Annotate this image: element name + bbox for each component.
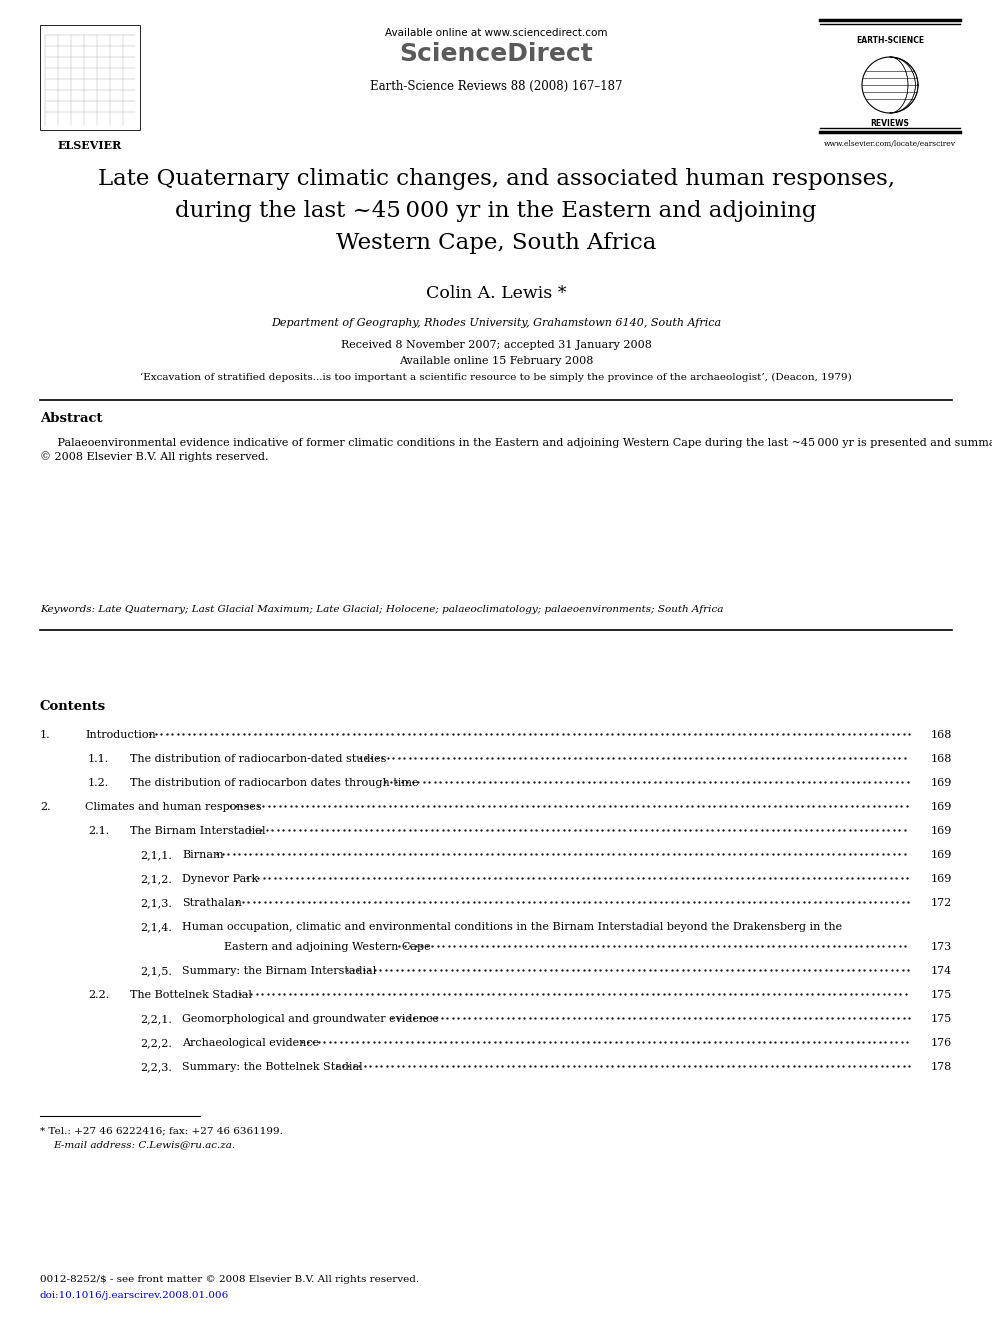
Text: Western Cape, South Africa: Western Cape, South Africa [336, 232, 656, 254]
Text: The distribution of radiocarbon dates through time: The distribution of radiocarbon dates th… [130, 778, 419, 789]
Text: Human occupation, climatic and environmental conditions in the Birnam Interstadi: Human occupation, climatic and environme… [182, 922, 842, 931]
Text: 176: 176 [930, 1039, 952, 1048]
Text: www.elsevier.com/locate/earscirev: www.elsevier.com/locate/earscirev [824, 140, 956, 148]
Text: Available online 15 February 2008: Available online 15 February 2008 [399, 356, 593, 366]
Text: Late Quaternary climatic changes, and associated human responses,: Late Quaternary climatic changes, and as… [97, 168, 895, 191]
Text: 169: 169 [930, 802, 952, 812]
Text: during the last ~45 000 yr in the Eastern and adjoining: during the last ~45 000 yr in the Easter… [176, 200, 816, 222]
Text: 2.: 2. [40, 802, 51, 812]
Text: 2,1,5.: 2,1,5. [140, 966, 172, 976]
Text: 2,1,2.: 2,1,2. [140, 875, 172, 884]
Text: Abstract: Abstract [40, 411, 102, 425]
Text: Birnam: Birnam [182, 849, 223, 860]
Text: Climates and human responses: Climates and human responses [85, 802, 262, 812]
Text: Palaeoenvironmental evidence indicative of former climatic conditions in the Eas: Palaeoenvironmental evidence indicative … [40, 438, 992, 462]
Text: 2,2,1.: 2,2,1. [140, 1013, 172, 1024]
Text: ‘Excavation of stratified deposits...is too important a scientific resource to b: ‘Excavation of stratified deposits...is … [140, 373, 852, 382]
Text: 2,1,4.: 2,1,4. [140, 922, 172, 931]
Text: 1.: 1. [40, 730, 51, 740]
Text: ScienceDirect: ScienceDirect [399, 42, 593, 66]
Text: Archaeological evidence: Archaeological evidence [182, 1039, 319, 1048]
Text: 168: 168 [930, 754, 952, 763]
Text: REVIEWS: REVIEWS [871, 119, 910, 128]
Text: 172: 172 [930, 898, 952, 908]
Text: The Birnam Interstadial: The Birnam Interstadial [130, 826, 266, 836]
Text: 2.2.: 2.2. [88, 990, 109, 1000]
Text: The distribution of radiocarbon-dated studies: The distribution of radiocarbon-dated st… [130, 754, 386, 763]
Text: Keywords: Late Quaternary; Last Glacial Maximum; Late Glacial; Holocene; palaeoc: Keywords: Late Quaternary; Last Glacial … [40, 605, 723, 614]
Text: 2,1,1.: 2,1,1. [140, 849, 172, 860]
Text: 169: 169 [930, 875, 952, 884]
Text: 175: 175 [930, 1013, 952, 1024]
Text: Contents: Contents [40, 700, 106, 713]
Text: doi:10.1016/j.earscirev.2008.01.006: doi:10.1016/j.earscirev.2008.01.006 [40, 1291, 229, 1301]
Text: Available online at www.sciencedirect.com: Available online at www.sciencedirect.co… [385, 28, 607, 38]
Text: Introduction: Introduction [85, 730, 156, 740]
Text: 168: 168 [930, 730, 952, 740]
Text: 178: 178 [930, 1062, 952, 1072]
Text: Dynevor Park: Dynevor Park [182, 875, 258, 884]
Text: 2.1.: 2.1. [88, 826, 109, 836]
Text: Geomorphological and groundwater evidence: Geomorphological and groundwater evidenc… [182, 1013, 439, 1024]
Text: 169: 169 [930, 778, 952, 789]
Text: 175: 175 [930, 990, 952, 1000]
Text: Department of Geography, Rhodes University, Grahamstown 6140, South Africa: Department of Geography, Rhodes Universi… [271, 318, 721, 328]
Text: 173: 173 [930, 942, 952, 953]
Text: 169: 169 [930, 826, 952, 836]
Text: Summary: the Birnam Interstadial: Summary: the Birnam Interstadial [182, 966, 376, 976]
Text: Summary: the Bottelnek Stadial: Summary: the Bottelnek Stadial [182, 1062, 363, 1072]
Text: 2,2,2.: 2,2,2. [140, 1039, 172, 1048]
Bar [40, 25, 140, 130]
Text: 169: 169 [930, 849, 952, 860]
Text: Colin A. Lewis *: Colin A. Lewis * [426, 284, 566, 302]
Text: EARTH-SCIENCE: EARTH-SCIENCE [856, 36, 925, 45]
Text: ELSEVIER: ELSEVIER [58, 140, 122, 151]
Text: 0012-8252/$ - see front matter © 2008 Elsevier B.V. All rights reserved.: 0012-8252/$ - see front matter © 2008 El… [40, 1275, 420, 1285]
Text: * Tel.: +27 46 6222416; fax: +27 46 6361199.: * Tel.: +27 46 6222416; fax: +27 46 6361… [40, 1126, 283, 1135]
Text: Strathalan: Strathalan [182, 898, 242, 908]
Text: 1.1.: 1.1. [88, 754, 109, 763]
Text: 1.2.: 1.2. [88, 778, 109, 789]
Text: E-mail address: C.Lewis@ru.ac.za.: E-mail address: C.Lewis@ru.ac.za. [53, 1140, 235, 1148]
Text: Eastern and adjoining Western Cape: Eastern and adjoining Western Cape [224, 942, 431, 953]
Text: 2,2,3.: 2,2,3. [140, 1062, 172, 1072]
Text: 2,1,3.: 2,1,3. [140, 898, 172, 908]
Text: 174: 174 [930, 966, 952, 976]
Text: The Bottelnek Stadial: The Bottelnek Stadial [130, 990, 252, 1000]
Text: Received 8 November 2007; accepted 31 January 2008: Received 8 November 2007; accepted 31 Ja… [340, 340, 652, 351]
Text: Earth-Science Reviews 88 (2008) 167–187: Earth-Science Reviews 88 (2008) 167–187 [370, 79, 622, 93]
